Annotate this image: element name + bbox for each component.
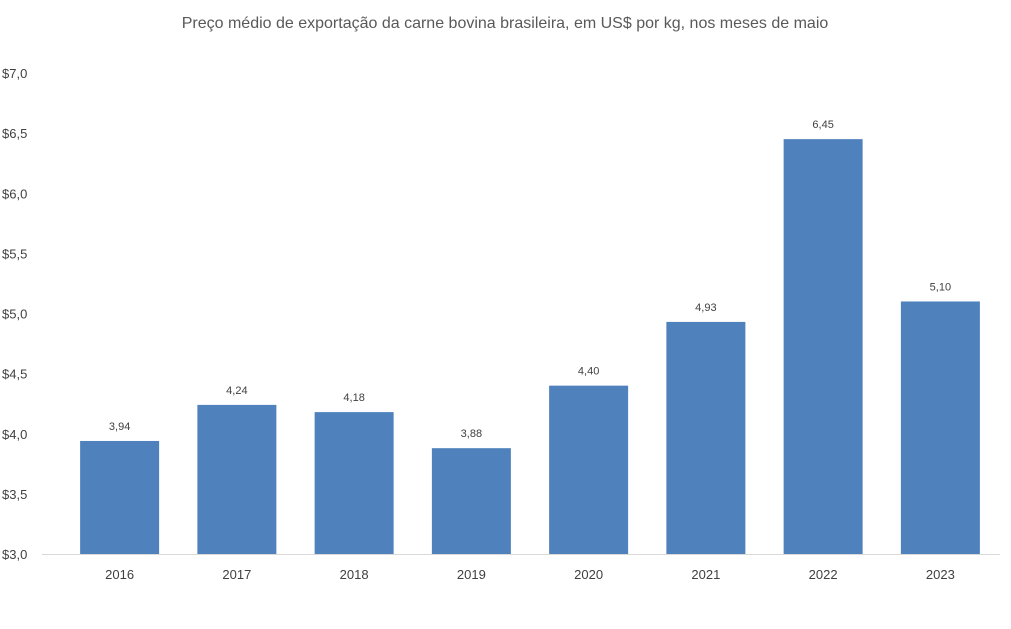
y-tick-label: $5,0 bbox=[2, 307, 27, 322]
y-tick-label: $5,5 bbox=[2, 246, 27, 261]
x-tick-label-2016: 2016 bbox=[105, 567, 134, 582]
y-tick-label: $3,5 bbox=[2, 487, 27, 502]
data-labels: 3,94 4,24 4,18 3,88 4,40 4,93 6,45 5,10 bbox=[109, 119, 951, 440]
data-label-2017: 4,24 bbox=[226, 385, 247, 397]
data-label-2021: 4,93 bbox=[695, 302, 716, 314]
bars bbox=[80, 139, 980, 554]
x-tick-label-2021: 2021 bbox=[691, 567, 720, 582]
bar-2018 bbox=[314, 412, 394, 554]
data-label-2023: 5,10 bbox=[930, 281, 951, 293]
y-axis: $3,0 $3,5 $4,0 $4,5 $5,0 $5,5 $6,0 $6,5 $7,0 bbox=[2, 66, 27, 562]
x-tick-label-2023: 2023 bbox=[926, 567, 955, 582]
y-tick-label: $6,0 bbox=[2, 186, 27, 201]
y-tick-label: $7,0 bbox=[2, 66, 27, 81]
x-tick-label-2018: 2018 bbox=[340, 567, 369, 582]
bar-2016 bbox=[80, 440, 160, 554]
x-tick-label-2019: 2019 bbox=[457, 567, 486, 582]
y-tick-label: $4,5 bbox=[2, 367, 27, 382]
bar-2019 bbox=[431, 448, 511, 554]
data-label-2022: 6,45 bbox=[812, 119, 833, 131]
bar-2017 bbox=[197, 404, 277, 554]
data-label-2018: 4,18 bbox=[343, 392, 364, 404]
data-label-2020: 4,40 bbox=[578, 366, 599, 378]
bar-2022 bbox=[783, 139, 863, 554]
x-axis: 2016 2017 2018 2019 2020 2021 2022 2023 bbox=[105, 567, 955, 582]
bar-2020 bbox=[549, 385, 629, 554]
chart-title: Preço médio de exportação da carne bovin… bbox=[182, 15, 829, 32]
x-tick-label-2022: 2022 bbox=[809, 567, 838, 582]
x-tick-label-2017: 2017 bbox=[222, 567, 251, 582]
bar-2021 bbox=[666, 321, 746, 554]
data-label-2016: 3,94 bbox=[109, 421, 130, 433]
x-tick-label-2020: 2020 bbox=[574, 567, 603, 582]
y-tick-label: $6,5 bbox=[2, 126, 27, 141]
bar-2023 bbox=[900, 301, 980, 554]
data-label-2019: 3,88 bbox=[461, 428, 482, 440]
y-tick-label: $4,0 bbox=[2, 427, 27, 442]
y-tick-label: $3,0 bbox=[2, 547, 27, 562]
